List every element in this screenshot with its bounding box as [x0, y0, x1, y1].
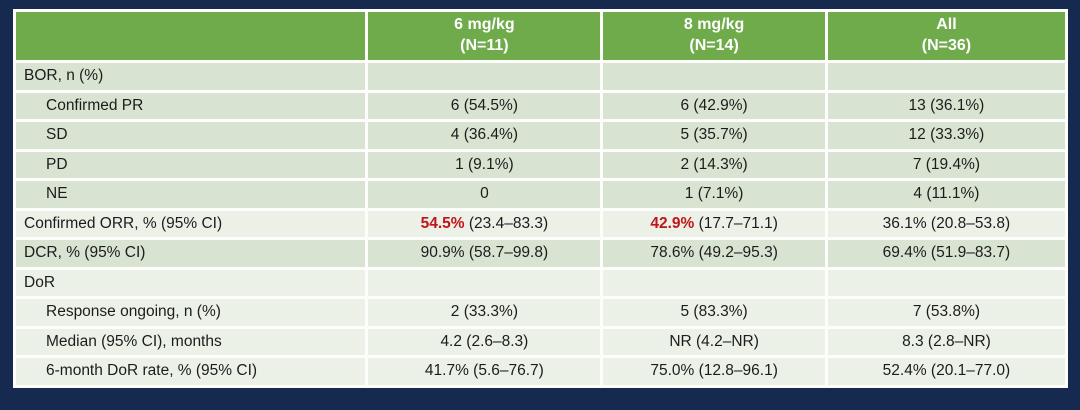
- row-label: BOR, n (%): [16, 63, 366, 90]
- row-label: NE: [16, 181, 366, 208]
- column-header-all: All (N=36): [827, 12, 1065, 60]
- cell-value: [603, 269, 825, 296]
- row-label: Confirmed ORR, % (95% CI): [16, 210, 366, 237]
- row-label: PD: [16, 151, 366, 178]
- cell-value: 90.9% (58.7–99.8): [368, 240, 601, 267]
- column-header-sub: (N=14): [689, 37, 739, 54]
- column-header-label: 6 mg/kg: [454, 16, 515, 34]
- cell-value: 12 (33.3%): [827, 122, 1065, 149]
- cell-value: 5 (35.7%): [603, 122, 825, 149]
- row-label: DoR: [16, 269, 366, 296]
- cell-value: 0: [368, 181, 601, 208]
- cell-value: [827, 63, 1065, 90]
- cell-value: 78.6% (49.2–95.3): [603, 240, 825, 267]
- cell-value: 4 (36.4%): [368, 122, 601, 149]
- cell-value: 1 (7.1%): [603, 181, 825, 208]
- table-row: SD 4 (36.4%) 5 (35.7%) 12 (33.3%): [16, 122, 1065, 149]
- row-label: SD: [16, 122, 366, 149]
- column-header-6mgkg: 6 mg/kg (N=11): [368, 12, 601, 60]
- highlighted-value: 54.5%: [420, 214, 465, 232]
- table-row: DCR, % (95% CI) 90.9% (58.7–99.8) 78.6% (…: [16, 240, 1065, 267]
- table-row: Confirmed ORR, % (95% CI) 54.5% (23.4–83…: [16, 210, 1065, 237]
- cell-value: [827, 269, 1065, 296]
- cell-value: 69.4% (51.9–83.7): [827, 240, 1065, 267]
- cell-value: 5 (83.3%): [603, 299, 825, 326]
- row-label: 6-month DoR rate, % (95% CI): [16, 358, 366, 385]
- cell-value: 6 (54.5%): [368, 92, 601, 119]
- cell-value: 7 (19.4%): [827, 151, 1065, 178]
- table-row: 6-month DoR rate, % (95% CI) 41.7% (5.6–…: [16, 358, 1065, 385]
- column-header-sub: (N=36): [921, 37, 972, 54]
- cell-value: 2 (14.3%): [603, 151, 825, 178]
- cell-value: 52.4% (20.1–77.0): [827, 358, 1065, 385]
- cell-value: 36.1% (20.8–53.8): [827, 210, 1065, 237]
- cell-value: 42.9% (17.7–71.1): [603, 210, 825, 237]
- table-body: BOR, n (%) Confirmed PR 6 (54.5%) 6 (42.9…: [16, 63, 1065, 385]
- table-row: PD 1 (9.1%) 2 (14.3%) 7 (19.4%): [16, 151, 1065, 178]
- cell-value: 7 (53.8%): [827, 299, 1065, 326]
- header-row: 6 mg/kg (N=11) 8 mg/kg (N=14) All (N=36): [16, 12, 1065, 60]
- table-row: Median (95% CI), months 4.2 (2.6–8.3) NR …: [16, 328, 1065, 355]
- table-row: Confirmed PR 6 (54.5%) 6 (42.9%) 13 (36.1%…: [16, 92, 1065, 119]
- cell-value: NR (4.2–NR): [603, 328, 825, 355]
- table-row: DoR: [16, 269, 1065, 296]
- efficacy-results-table: 6 mg/kg (N=11) 8 mg/kg (N=14) All (N=36)…: [13, 9, 1068, 388]
- cell-value: [368, 63, 601, 90]
- column-header-sub: (N=11): [460, 37, 509, 54]
- row-label: Confirmed PR: [16, 92, 366, 119]
- cell-value: 4.2 (2.6–8.3): [368, 328, 601, 355]
- cell-value: 41.7% (5.6–76.7): [368, 358, 601, 385]
- cell-value: 6 (42.9%): [603, 92, 825, 119]
- cell-value: 8.3 (2.8–NR): [827, 328, 1065, 355]
- table-row: Response ongoing, n (%) 2 (33.3%) 5 (83.3…: [16, 299, 1065, 326]
- row-label: DCR, % (95% CI): [16, 240, 366, 267]
- cell-value: 54.5% (23.4–83.3): [368, 210, 601, 237]
- cell-value: [603, 63, 825, 90]
- cell-value: 2 (33.3%): [368, 299, 601, 326]
- column-header-8mgkg: 8 mg/kg (N=14): [603, 12, 825, 60]
- cell-value: 1 (9.1%): [368, 151, 601, 178]
- cell-value: 13 (36.1%): [827, 92, 1065, 119]
- cell-value: [368, 269, 601, 296]
- highlighted-value: 42.9%: [650, 214, 695, 232]
- column-header-label: All: [936, 16, 957, 34]
- cell-value: 4 (11.1%): [827, 181, 1065, 208]
- cell-value: 75.0% (12.8–96.1): [603, 358, 825, 385]
- column-header-empty: [16, 12, 366, 60]
- row-label: Median (95% CI), months: [16, 328, 366, 355]
- row-label: Response ongoing, n (%): [16, 299, 366, 326]
- table-row: BOR, n (%): [16, 63, 1065, 90]
- column-header-label: 8 mg/kg: [683, 16, 745, 34]
